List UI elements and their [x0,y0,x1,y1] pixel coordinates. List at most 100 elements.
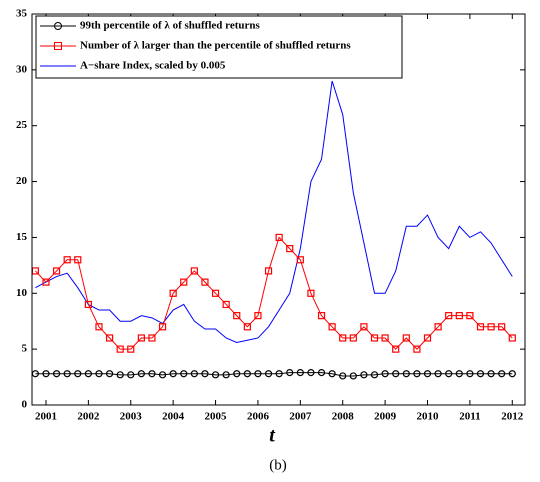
point [508,370,516,378]
legend-label: 99th percentile of λ of shuffled returns [80,20,260,32]
point [328,370,336,378]
point [275,233,283,242]
point [233,312,241,320]
series-line [35,372,513,377]
point [413,370,421,378]
point [339,334,347,342]
point [487,323,495,331]
x-tick-label: 2003 [120,411,143,423]
point [307,289,315,297]
point [74,256,82,264]
point [392,345,400,353]
x-tick-label: 2006 [247,411,270,423]
series-line [35,80,513,343]
point [349,372,357,380]
legend-box [35,15,403,79]
x-tick-label: 2005 [205,411,228,423]
legend-marker [54,42,62,50]
x-tick-label: 2007 [289,411,312,423]
legend-label: A−share Index, scaled by 0.005 [80,60,226,72]
point [508,334,516,342]
point [201,278,209,286]
point [264,267,273,275]
point [52,370,61,378]
point [211,371,220,379]
y-tick-label: 25 [16,119,28,131]
point [127,371,135,379]
point [487,370,495,378]
point [222,371,230,379]
point [222,300,230,309]
point [275,370,283,378]
point [180,370,188,378]
x-tick-label: 2011 [459,411,480,423]
point [413,345,421,353]
point [402,370,410,378]
point [169,370,177,378]
x-tick-label: 2004 [162,411,185,423]
point [190,267,198,275]
point [339,372,347,380]
point [180,278,188,286]
point [360,371,368,379]
point [211,289,220,297]
point [116,345,124,353]
x-axis-label: t [269,425,276,447]
plot-frame [31,13,526,406]
series-line [35,236,513,350]
point [296,369,304,377]
point [137,370,145,378]
x-tick-label: 2012 [501,411,524,423]
point [328,323,336,331]
y-tick-label: 30 [16,63,28,75]
point [158,323,167,331]
point [466,312,474,320]
point [243,370,251,378]
point [158,371,167,379]
y-tick-label: 0 [22,399,28,411]
point [296,256,304,264]
point [286,369,294,377]
caption: (b) [269,457,287,473]
point [498,370,506,378]
point [233,370,241,378]
point [63,256,71,264]
point [466,370,474,378]
point [445,370,453,378]
point [307,369,315,377]
point [498,323,506,331]
point [445,312,453,320]
x-tick-label: 2001 [35,411,57,423]
x-tick-label: 2008 [332,411,355,423]
point [84,370,92,378]
point [105,370,114,378]
legend-marker [54,22,62,30]
point [423,370,432,378]
point [317,312,326,320]
point [169,289,177,297]
point [95,370,103,378]
point [105,334,114,342]
point [42,370,50,378]
point [381,334,389,342]
point [476,323,485,331]
point [349,334,357,342]
point [74,370,82,378]
point [370,371,379,379]
point [148,370,156,378]
point [84,300,92,309]
point [52,267,61,275]
point [434,323,442,331]
point [476,370,485,378]
legend-label: Number of λ larger than the percentile o… [80,40,351,52]
point [148,334,156,342]
point [455,370,463,378]
point [264,370,273,378]
point [286,245,294,253]
point [360,323,368,331]
y-tick-label: 5 [22,343,28,355]
point [254,312,262,320]
point [392,370,400,378]
x-tick-label: 2010 [417,411,440,423]
